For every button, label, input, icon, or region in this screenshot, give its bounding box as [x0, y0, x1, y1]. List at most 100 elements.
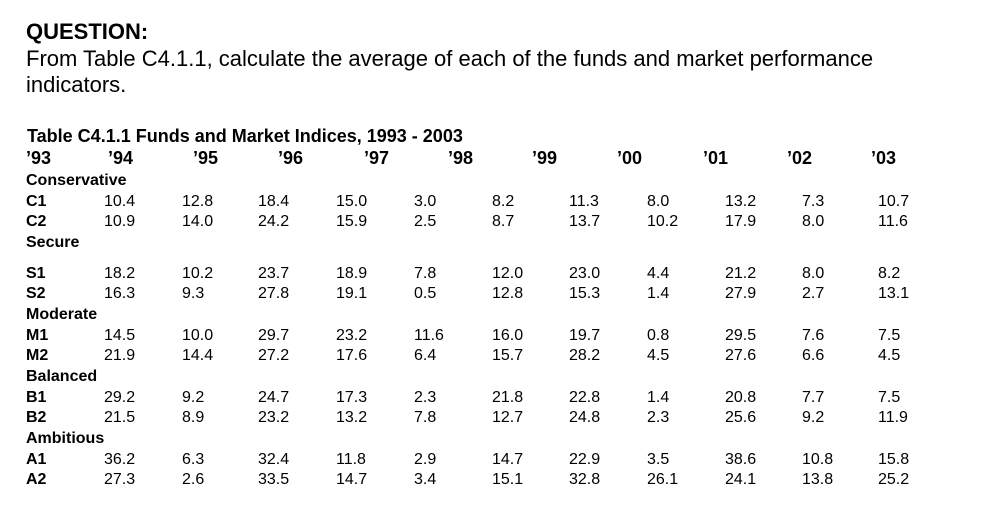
table-cell: 21.8 [492, 389, 524, 406]
table-cell: 13.7 [569, 213, 601, 230]
table-cell: 10.0 [182, 327, 214, 344]
group-label: Secure [26, 234, 80, 251]
table-cell: 8.0 [802, 265, 825, 282]
year-header: ’95 [193, 148, 219, 168]
year-header: ’98 [448, 148, 474, 168]
table-cell: 13.1 [878, 285, 910, 302]
fund-label: A1 [26, 451, 47, 468]
table-cell: 17.6 [336, 347, 368, 364]
table-cell: 22.8 [569, 389, 601, 406]
table-cell: 29.7 [258, 327, 290, 344]
year-header: ’03 [871, 148, 897, 168]
table-cell: 14.4 [182, 347, 214, 364]
table-cell: 25.2 [878, 471, 910, 488]
table-cell: 24.1 [725, 471, 757, 488]
table-caption: Table C4.1.1 Funds and Market Indices, 1… [27, 126, 463, 146]
table-cell: 0.8 [647, 327, 670, 344]
table-cell: 27.8 [258, 285, 290, 302]
year-header: ’01 [703, 148, 729, 168]
table-row: A1 36.2 6.3 32.4 11.8 2.9 14.7 22.9 3.5 38.6 10.8 1… [0, 451, 1001, 471]
group-label: Conservative [26, 172, 127, 189]
table-cell: 8.0 [647, 193, 670, 210]
table-cell: 10.2 [647, 213, 679, 230]
table-cell: 16.0 [492, 327, 524, 344]
table-cell: 2.3 [647, 409, 670, 426]
table-cell: 2.3 [414, 389, 437, 406]
table-row: A2 27.3 2.6 33.5 14.7 3.4 15.1 32.8 26.1 24.1 13.8… [0, 471, 1001, 491]
table-cell: 15.0 [336, 193, 368, 210]
table-row: C2 10.9 14.0 24.2 15.9 2.5 8.7 13.7 10.2 17.9 8.0 1… [0, 213, 1001, 233]
table-cell: 8.7 [492, 213, 515, 230]
table-cell: 27.6 [725, 347, 757, 364]
table-cell: 8.9 [182, 409, 205, 426]
table-cell: 2.6 [182, 471, 205, 488]
table-cell: 32.4 [258, 451, 290, 468]
table-cell: 6.4 [414, 347, 437, 364]
table-cell: 13.2 [725, 193, 757, 210]
table-cell: 23.2 [258, 409, 290, 426]
group-label: Ambitious [26, 430, 105, 447]
table-cell: 12.0 [492, 265, 524, 282]
table-row: B1 29.2 9.2 24.7 17.3 2.3 21.8 22.8 1.4 20.8 7.7 7.… [0, 389, 1001, 409]
table-cell: 14.7 [336, 471, 368, 488]
table-cell: 7.3 [802, 193, 825, 210]
table-cell: 11.6 [414, 327, 444, 344]
table-cell: 3.4 [414, 471, 437, 488]
table-cell: 13.2 [336, 409, 368, 426]
table-cell: 3.5 [647, 451, 670, 468]
table-cell: 26.1 [647, 471, 679, 488]
table-cell: 29.5 [725, 327, 757, 344]
fund-label: M2 [26, 347, 49, 364]
table-cell: 33.5 [258, 471, 290, 488]
table-cell: 23.7 [258, 265, 290, 282]
fund-label: A2 [26, 471, 47, 488]
table-cell: 1.4 [647, 389, 670, 406]
table-cell: 36.2 [104, 451, 136, 468]
table-cell: 24.7 [258, 389, 290, 406]
year-header-row: ’93 ’94 ’95 ’96 ’97 ’98 ’99 ’00 ’01 ’02 ’03 [0, 148, 1001, 170]
table-cell: 19.1 [336, 285, 368, 302]
table-cell: 10.4 [104, 193, 136, 210]
table-cell: 10.8 [802, 451, 834, 468]
table-cell: 7.7 [802, 389, 825, 406]
table-row: C1 10.4 12.8 18.4 15.0 3.0 8.2 11.3 8.0 13.2 7.3 10… [0, 193, 1001, 213]
table-cell: 9.3 [182, 285, 205, 302]
table-cell: 6.3 [182, 451, 205, 468]
table-cell: 12.8 [492, 285, 524, 302]
table-cell: 6.6 [802, 347, 825, 364]
group-label: Balanced [26, 368, 98, 385]
table-cell: 10.7 [878, 193, 910, 210]
table-cell: 8.2 [878, 265, 901, 282]
table-cell: 24.8 [569, 409, 601, 426]
table-cell: 21.5 [104, 409, 136, 426]
table-cell: 27.3 [104, 471, 136, 488]
table-cell: 27.2 [258, 347, 290, 364]
year-header: ’97 [364, 148, 390, 168]
table-cell: 11.6 [878, 213, 908, 230]
year-header: ’99 [532, 148, 558, 168]
table-cell: 14.5 [104, 327, 136, 344]
table-cell: 4.5 [878, 347, 901, 364]
table-cell: 15.7 [492, 347, 524, 364]
table-row: M2 21.9 14.4 27.2 17.6 6.4 15.7 28.2 4.5 27.6 6.6 4… [0, 347, 1001, 367]
table-cell: 10.2 [182, 265, 214, 282]
fund-label: M1 [26, 327, 49, 344]
year-header: ’94 [108, 148, 134, 168]
group-label: Moderate [26, 306, 98, 323]
fund-label: C2 [26, 213, 47, 230]
table-cell: 12.7 [492, 409, 524, 426]
table-cell: 19.7 [569, 327, 601, 344]
table-cell: 16.3 [104, 285, 136, 302]
table-row: S2 16.3 9.3 27.8 19.1 0.5 12.8 15.3 1.4 27.9 2.7 13… [0, 285, 1001, 305]
table-cell: 24.2 [258, 213, 290, 230]
fund-label: C1 [26, 193, 47, 210]
fund-label: S2 [26, 285, 46, 302]
table-cell: 15.1 [492, 471, 524, 488]
table-cell: 21.2 [725, 265, 757, 282]
table-cell: 38.6 [725, 451, 757, 468]
table-cell: 23.2 [336, 327, 368, 344]
table-cell: 7.5 [878, 327, 901, 344]
table-cell: 1.4 [647, 285, 670, 302]
fund-label: S1 [26, 265, 46, 282]
